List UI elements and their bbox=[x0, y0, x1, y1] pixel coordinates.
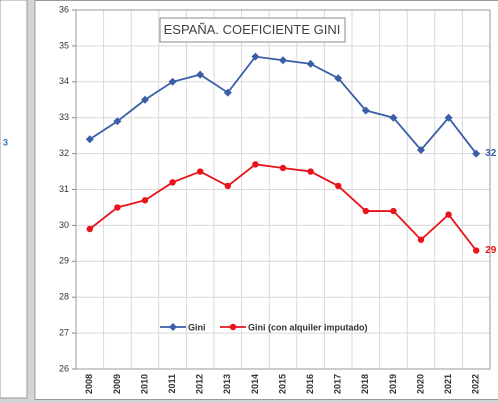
point bbox=[113, 117, 122, 126]
point bbox=[197, 168, 204, 175]
value-label: 32 bbox=[485, 148, 497, 159]
x-tick-label: 2018 bbox=[360, 374, 370, 394]
point bbox=[169, 179, 176, 186]
point bbox=[85, 135, 94, 144]
y-tick-label: 27 bbox=[59, 327, 69, 337]
point bbox=[306, 59, 315, 68]
point bbox=[223, 88, 232, 97]
legend-label: Gini bbox=[188, 322, 206, 332]
point bbox=[389, 113, 398, 122]
y-tick-label: 33 bbox=[59, 112, 69, 122]
x-tick-label: 2010 bbox=[139, 374, 149, 394]
point bbox=[335, 182, 342, 190]
y-tick-label: 35 bbox=[59, 40, 69, 50]
point bbox=[417, 236, 425, 243]
chart-title: ESPAÑA. COEFICIENTE GINI bbox=[164, 22, 341, 37]
point bbox=[252, 161, 259, 168]
point bbox=[86, 225, 94, 233]
point bbox=[224, 182, 231, 190]
point bbox=[251, 52, 260, 61]
plot-border bbox=[75, 9, 491, 370]
point bbox=[334, 74, 343, 83]
y-tick-label: 30 bbox=[59, 220, 69, 230]
point bbox=[141, 197, 149, 204]
y-tick-label: 31 bbox=[59, 184, 69, 194]
point bbox=[279, 164, 287, 172]
x-tick-label: 2009 bbox=[112, 374, 122, 394]
point bbox=[307, 168, 314, 175]
x-tick-label: 2008 bbox=[84, 374, 94, 394]
x-tick-label: 2020 bbox=[415, 374, 425, 394]
point bbox=[473, 247, 480, 254]
plot: 26 27 28 29 30 31 32 33 34 35 36 2008 2009 2010 2011 20… bbox=[59, 4, 497, 394]
x-tick-label: 2012 bbox=[195, 374, 205, 394]
point bbox=[472, 149, 481, 158]
point bbox=[444, 113, 453, 122]
legend-marker bbox=[169, 323, 177, 331]
y-tick-label: 36 bbox=[59, 4, 69, 14]
title-box bbox=[159, 17, 346, 43]
value-label: 29 bbox=[485, 245, 497, 256]
x-tick-label: 2011 bbox=[167, 374, 177, 394]
y-tick-label: 26 bbox=[59, 363, 69, 373]
x-tick-label: 2015 bbox=[277, 374, 287, 394]
x-tick-label: 2014 bbox=[250, 374, 260, 394]
x-tick-label: 2017 bbox=[333, 374, 343, 394]
point bbox=[168, 77, 177, 86]
y-tick-label: 29 bbox=[59, 256, 69, 266]
point bbox=[390, 207, 397, 215]
point bbox=[114, 204, 121, 211]
point bbox=[279, 56, 287, 65]
legend-label: Gini (con alquiler imputado) bbox=[248, 322, 368, 332]
x-tick-label: 2016 bbox=[305, 374, 315, 394]
x-tick-label: 2021 bbox=[443, 374, 453, 394]
point bbox=[361, 106, 370, 115]
left-panel bbox=[0, 0, 28, 399]
y-tick-label: 34 bbox=[59, 76, 69, 86]
point bbox=[196, 70, 205, 79]
point bbox=[417, 146, 425, 155]
legend-marker bbox=[229, 323, 237, 331]
point bbox=[362, 207, 369, 215]
y-tick-label: 32 bbox=[59, 148, 69, 158]
x-tick-label: 2019 bbox=[388, 374, 398, 394]
y-tick-label: 28 bbox=[59, 292, 69, 302]
x-tick-label: 2013 bbox=[222, 374, 232, 394]
x-tick-label: 2022 bbox=[471, 374, 481, 394]
point bbox=[445, 211, 452, 218]
chart-panel bbox=[34, 0, 498, 400]
point bbox=[141, 95, 149, 104]
left-panel-text: 3 bbox=[3, 137, 8, 147]
